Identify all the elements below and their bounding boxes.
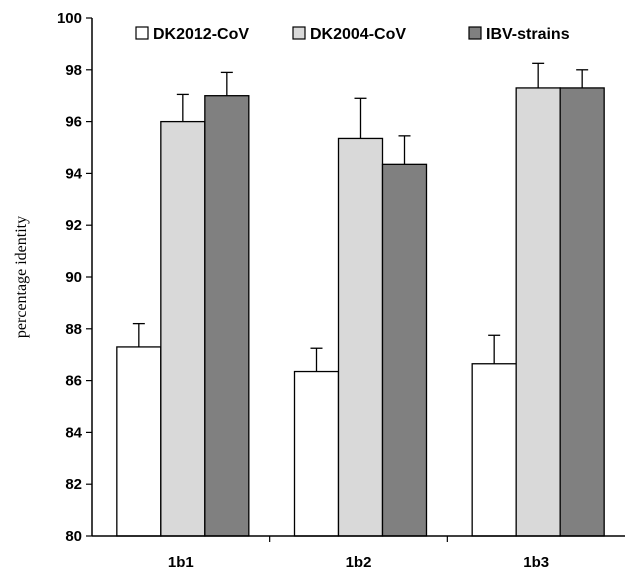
y-tick-label: 82 [65,476,82,493]
legend-swatch [292,26,306,40]
y-tick-label: 96 [65,114,82,131]
x-category-label: 1b1 [168,554,194,571]
y-tick-label: 86 [65,373,82,390]
y-tick-label: 88 [65,321,82,338]
bar [337,137,384,537]
legend-swatch [135,26,149,40]
y-axis-title: percentage identity [13,216,30,338]
y-tick-label: 84 [65,424,82,441]
bar [116,346,162,537]
legend-label: DK2004-CoV [310,26,406,43]
y-tick-label: 94 [65,165,82,182]
x-categories-layer: 1b1 1b2 1b3 [168,536,549,571]
bars-layer [116,87,605,537]
x-category-label: 1b2 [346,554,372,571]
bar [381,163,428,537]
bar [471,363,517,537]
y-tick-label: 100 [57,10,82,27]
y-ticks-layer: 80 82 84 86 88 90 92 94 96 98 100 [57,10,92,545]
y-tick-label: 90 [65,269,82,286]
bar [293,370,340,537]
legend-label: DK2012-CoV [153,26,249,43]
bar [559,87,605,537]
y-tick-label: 80 [65,528,82,545]
x-category-label: 1b3 [523,554,549,571]
y-tick-label: 98 [65,62,82,79]
error-bars-layer [132,62,589,372]
bar [515,87,561,537]
legend: DK2012-CoV DK2004-CoV IBV-strains [135,26,570,43]
y-tick-label: 92 [65,217,82,234]
bar [160,120,206,537]
legend-swatch [468,26,482,40]
legend-label: IBV-strains [486,26,570,43]
bar [204,95,250,537]
